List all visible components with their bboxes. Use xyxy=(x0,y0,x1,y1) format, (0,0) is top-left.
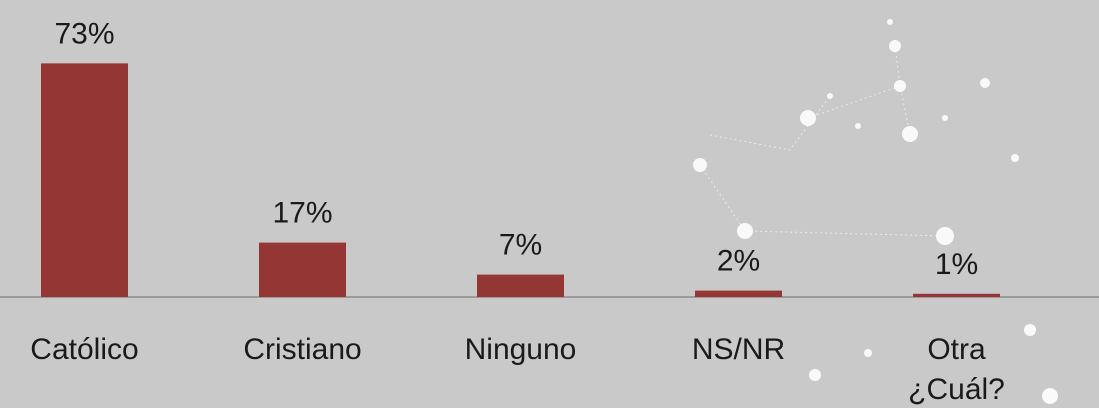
bar xyxy=(695,290,782,297)
x-tick-label: NS/NR xyxy=(692,333,785,366)
background-decoration xyxy=(693,19,1058,404)
value-label: 7% xyxy=(499,229,542,262)
value-label: 73% xyxy=(54,17,114,50)
x-tick-label: Ninguno xyxy=(465,333,577,366)
bar xyxy=(913,293,1000,297)
value-label: 17% xyxy=(272,197,332,230)
bar xyxy=(259,242,346,297)
bar xyxy=(477,274,564,297)
value-label: 1% xyxy=(935,248,978,281)
bar xyxy=(41,63,128,298)
x-tick-label: Otra ¿Cuál? xyxy=(908,333,1005,406)
value-label: 2% xyxy=(717,245,760,278)
x-tick-label: Católico xyxy=(30,333,138,366)
x-tick-label: Cristiano xyxy=(243,333,361,366)
